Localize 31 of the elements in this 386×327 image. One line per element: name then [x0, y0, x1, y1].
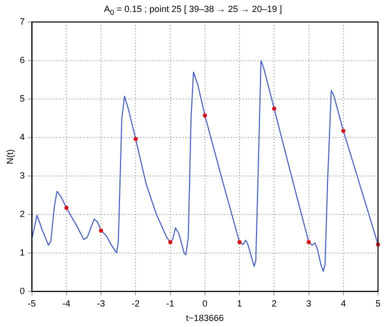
x-tick-label: 0 — [202, 298, 208, 308]
x-axis-title: t−183666 — [186, 313, 224, 324]
x-tick-label: -3 — [97, 298, 106, 308]
y-tick-label: 6 — [20, 54, 25, 65]
x-tick-label: -2 — [132, 298, 140, 308]
x-tick-label: -5 — [28, 298, 36, 308]
x-tick-label: 3 — [306, 298, 312, 308]
y-tick-label: 3 — [20, 170, 25, 180]
chart-title: A$_{0}$ = 0.15 ; point 25 [ 39–38 → 25 → 20–19 ] — [102, 4, 284, 17]
x-tick-label: 2 — [272, 298, 277, 308]
point — [99, 228, 104, 233]
x-tick-label: -4 — [62, 298, 70, 308]
point — [306, 240, 311, 244]
y-tick-label: 4 — [20, 132, 25, 142]
x-tick-label: 1 — [237, 298, 242, 308]
point — [202, 114, 207, 118]
point — [64, 206, 68, 210]
y-tick-label: 0 — [20, 286, 25, 296]
x-tick-label: -1 — [166, 298, 174, 308]
point — [168, 240, 172, 244]
point — [341, 128, 346, 133]
y-axis-title: N(t) — [4, 149, 15, 164]
point — [134, 136, 138, 141]
point — [272, 106, 276, 111]
y-tick-label: 2 — [20, 208, 25, 219]
y-tick-label: 1 — [20, 247, 25, 258]
point — [238, 240, 242, 244]
y-tick-label: 5 — [20, 93, 25, 104]
x-tick-label: 4 — [340, 298, 346, 308]
y-tick-label: 7 — [20, 16, 25, 26]
x-tick-label: 5 — [375, 298, 381, 308]
